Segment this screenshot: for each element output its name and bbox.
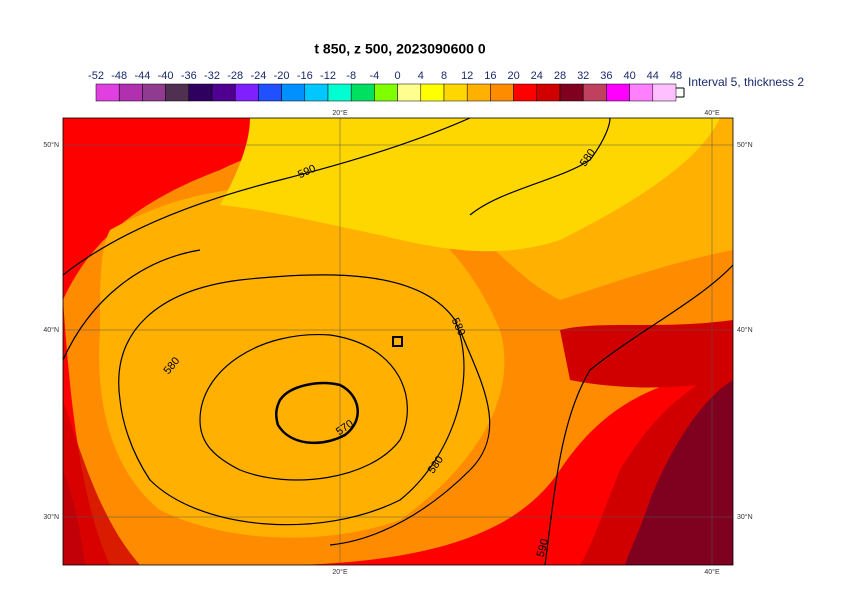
colorbar-tick-label: 28 bbox=[554, 70, 566, 82]
colorbar-tick-label: -28 bbox=[227, 70, 243, 82]
lon-label: 20°E bbox=[332, 568, 348, 576]
colorbar-tick-label: 44 bbox=[647, 70, 659, 82]
lat-label: 50°N bbox=[737, 141, 753, 149]
colorbar-swatch bbox=[652, 83, 677, 102]
colorbar-tick-label: 48 bbox=[670, 70, 682, 82]
colorbar-swatch bbox=[443, 83, 468, 102]
colorbar-swatch bbox=[420, 83, 445, 102]
colorbar-tick-label: -36 bbox=[181, 70, 197, 82]
colorbar-tick-label: -44 bbox=[134, 70, 150, 82]
colorbar-tick-label: 0 bbox=[395, 70, 401, 82]
colorbar-swatch bbox=[281, 83, 306, 102]
colorbar-tick-label: -24 bbox=[250, 70, 266, 82]
colorbar-tick-label: 24 bbox=[531, 70, 543, 82]
colorbar-swatch bbox=[582, 83, 607, 102]
colorbar-tick-label: 36 bbox=[600, 70, 612, 82]
colorbar-tick-label: 32 bbox=[577, 70, 589, 82]
lat-label: 30°N bbox=[43, 513, 59, 521]
title: t 850, z 500, 2023090600 0 bbox=[314, 41, 485, 57]
colorbar-tick-label: 8 bbox=[441, 70, 447, 82]
lat-label: 50°N bbox=[43, 141, 59, 149]
contour-label: 590 bbox=[535, 538, 551, 559]
colorbar-tick-label: 20 bbox=[507, 70, 519, 82]
map-frame bbox=[62, 117, 734, 566]
colorbar: -52 -48 -44 -40 -36 -32 -28 -24 -20 -16 -12 -8 -4 0 4 8… bbox=[88, 70, 682, 102]
lon-label: 40°E bbox=[704, 109, 720, 117]
lon-label: 40°E bbox=[704, 568, 720, 576]
colorbar-swatch bbox=[397, 83, 422, 102]
colorbar-swatch bbox=[606, 83, 630, 102]
lon-label: 20°E bbox=[332, 109, 348, 117]
colorbar-tick-label: 16 bbox=[484, 70, 496, 82]
colorbar-tick-label: -32 bbox=[204, 70, 220, 82]
colorbar-tick-label: -8 bbox=[346, 70, 356, 82]
colorbar-swatch bbox=[258, 83, 282, 102]
lat-label: 30°N bbox=[737, 513, 753, 521]
colorbar-swatch bbox=[211, 83, 236, 102]
colorbar-swatch bbox=[559, 83, 584, 102]
colorbar-tick-label: 12 bbox=[461, 70, 473, 82]
colorbar-tick-label: -52 bbox=[88, 70, 104, 82]
colorbar-tick-label: -16 bbox=[297, 70, 313, 82]
colorbar-swatch bbox=[188, 83, 213, 102]
colorbar-tick-label: -4 bbox=[370, 70, 380, 82]
colorbar-tick-label: 40 bbox=[623, 70, 635, 82]
colorbar-swatch bbox=[490, 83, 514, 102]
colorbar-tick-label: -40 bbox=[158, 70, 174, 82]
colorbar-swatch bbox=[374, 83, 398, 102]
colorbar-swatch bbox=[513, 83, 538, 102]
colorbar-swatch bbox=[327, 83, 352, 102]
colorbar-swatch bbox=[466, 83, 491, 102]
colorbar-tick-label: -12 bbox=[320, 70, 336, 82]
colorbar-tick-label: -20 bbox=[274, 70, 290, 82]
colorbar-tick-label: -48 bbox=[111, 70, 127, 82]
lat-label: 40°N bbox=[43, 326, 59, 334]
colorbar-swatch bbox=[536, 83, 561, 102]
colorbar-swatch bbox=[165, 83, 190, 102]
colorbar-swatch bbox=[234, 83, 259, 102]
colorbar-swatch bbox=[142, 83, 166, 102]
colorbar-swatch bbox=[304, 83, 329, 102]
note-bracket bbox=[676, 87, 685, 98]
lat-label: 40°N bbox=[737, 326, 753, 334]
colorbar-tick-label: 4 bbox=[418, 70, 424, 82]
map-field bbox=[63, 118, 733, 565]
colorbar-swatch bbox=[350, 83, 375, 102]
colorbar-swatch bbox=[118, 83, 143, 102]
colorbar-swatch bbox=[95, 83, 120, 102]
colorbar-swatch bbox=[629, 83, 654, 102]
colorbar-note: Interval 5, thickness 2 bbox=[688, 75, 804, 89]
